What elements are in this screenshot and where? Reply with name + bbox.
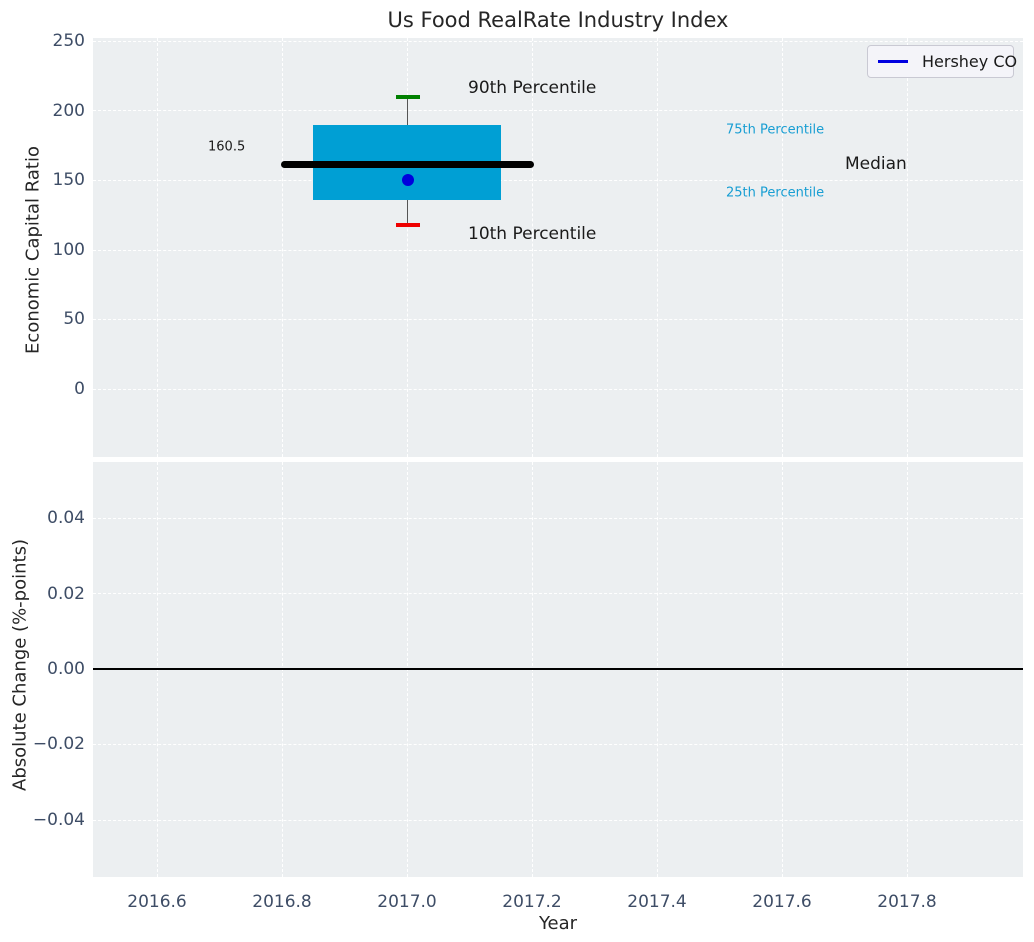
legend: Hershey CO — [867, 45, 1018, 78]
y-tick-0: 0 — [74, 379, 85, 399]
median-value-label: 160.5 — [208, 139, 246, 155]
gridline — [907, 38, 908, 457]
x-tick-2017.2: 2017.2 — [502, 892, 562, 912]
x-tick-2017.6: 2017.6 — [752, 892, 812, 912]
gridline — [157, 38, 158, 457]
y-tick-200: 200 — [52, 101, 85, 121]
legend-line-sample — [878, 60, 908, 63]
x-tick-2017.4: 2017.4 — [627, 892, 687, 912]
x-tick-2017.8: 2017.8 — [877, 892, 937, 912]
gridline — [782, 38, 783, 457]
y-tick-0.00: 0.00 — [47, 659, 85, 679]
gridline — [93, 820, 1023, 821]
gridline — [93, 389, 1023, 390]
legend-label: Hershey CO — [922, 52, 1018, 71]
p25-label: 25th Percentile — [726, 185, 825, 201]
gridline — [407, 38, 408, 457]
y-tick--0.04: −0.04 — [32, 810, 85, 830]
chart-title: Us Food RealRate Industry Index — [387, 8, 729, 32]
p90-label: 90th Percentile — [468, 78, 597, 98]
y-axis-label-bottom: Absolute Change (%-points) — [9, 539, 31, 791]
gridline — [93, 518, 1023, 519]
median-label: Median — [845, 154, 907, 174]
gridline — [282, 38, 283, 457]
median-line — [281, 161, 534, 168]
zero-line — [93, 668, 1023, 670]
x-axis-label: Year — [538, 913, 578, 934]
gridline — [93, 41, 1023, 42]
gridline — [93, 593, 1023, 594]
bottom-axes — [93, 462, 1023, 877]
p10-label: 10th Percentile — [468, 224, 597, 244]
gridline — [93, 744, 1023, 745]
y-tick-0.02: 0.02 — [47, 584, 85, 604]
hershey-data-point — [402, 174, 414, 186]
gridline — [93, 110, 1023, 111]
gridline — [93, 319, 1023, 320]
p10-cap — [396, 223, 420, 227]
y-tick-150: 150 — [52, 170, 85, 190]
top-axes: 90th Percentile 10th Percentile 75th Per… — [93, 38, 1023, 457]
y-tick-100: 100 — [52, 240, 85, 260]
p75-label: 75th Percentile — [726, 122, 825, 138]
y-axis-label-top: Economic Capital Ratio — [22, 146, 44, 354]
x-tick-2016.6: 2016.6 — [127, 892, 187, 912]
gridline — [93, 180, 1023, 181]
x-tick-2017.0: 2017.0 — [377, 892, 437, 912]
y-tick--0.02: −0.02 — [32, 734, 85, 754]
gridline — [532, 38, 533, 457]
y-tick-250: 250 — [52, 31, 85, 51]
gridline — [93, 250, 1023, 251]
y-tick-0.04: 0.04 — [47, 508, 85, 528]
y-tick-50: 50 — [63, 309, 85, 329]
gridline — [657, 38, 658, 457]
p90-cap — [396, 95, 420, 99]
x-tick-2016.8: 2016.8 — [252, 892, 312, 912]
